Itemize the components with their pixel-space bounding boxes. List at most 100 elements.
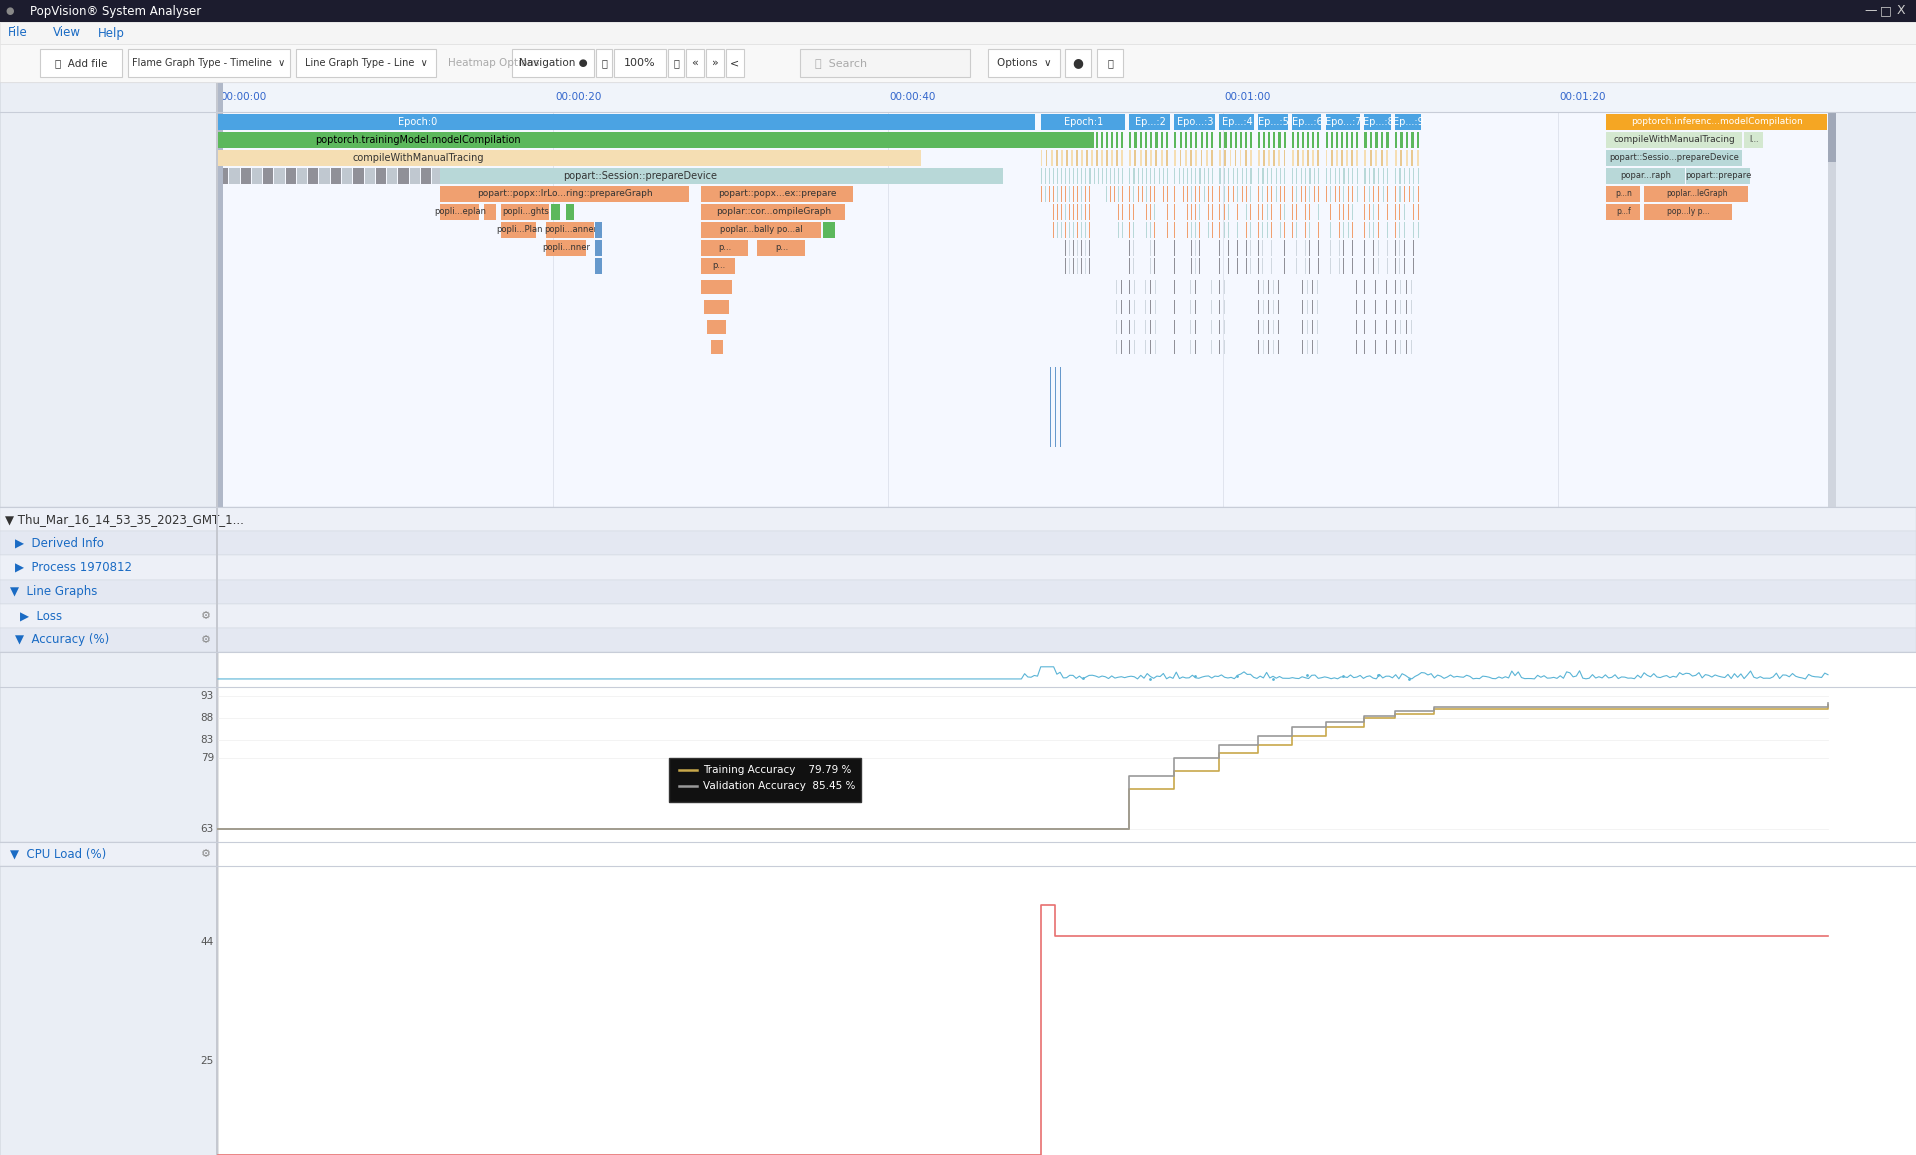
Bar <box>1364 150 1366 166</box>
Bar <box>1259 114 1288 131</box>
Bar <box>1828 82 1916 1155</box>
Text: p...: p... <box>774 244 787 253</box>
Bar <box>1278 132 1280 148</box>
Text: <: < <box>730 58 740 68</box>
Text: 83: 83 <box>201 735 215 745</box>
Bar <box>274 167 285 184</box>
Bar <box>1606 204 1640 219</box>
Bar <box>1077 132 1079 148</box>
Bar <box>1385 150 1389 166</box>
Bar <box>387 167 397 184</box>
Bar <box>218 150 920 166</box>
Bar <box>1040 114 1125 131</box>
Text: View: View <box>54 27 80 39</box>
Text: Ep...:9: Ep...:9 <box>1393 117 1424 127</box>
Text: 79: 79 <box>201 753 215 762</box>
Text: PopVision® System Analyser: PopVision® System Analyser <box>31 5 201 17</box>
Bar <box>1644 186 1747 202</box>
Text: pop...ly p...: pop...ly p... <box>1667 208 1711 216</box>
Text: Training Accuracy    79.79 %: Training Accuracy 79.79 % <box>703 765 851 775</box>
Bar <box>512 49 594 77</box>
Text: 00:00:20: 00:00:20 <box>556 92 602 102</box>
Text: X: X <box>1897 5 1905 17</box>
Bar <box>40 49 123 77</box>
Bar <box>1326 114 1360 131</box>
Bar <box>1219 114 1253 131</box>
Bar <box>1234 132 1236 148</box>
Bar <box>1180 132 1182 148</box>
Bar <box>1416 150 1420 166</box>
Text: ●: ● <box>1073 57 1083 69</box>
Text: File: File <box>8 27 27 39</box>
Bar <box>1175 132 1176 148</box>
Bar <box>1291 114 1322 131</box>
Bar <box>726 49 743 77</box>
Bar <box>1406 132 1408 148</box>
Bar <box>441 167 1002 184</box>
Bar <box>1606 132 1742 148</box>
Bar <box>669 49 684 77</box>
Text: Ep...:6: Ep...:6 <box>1291 117 1322 127</box>
Bar <box>824 222 835 238</box>
Bar <box>1312 132 1314 148</box>
Bar <box>241 167 251 184</box>
Bar <box>1401 150 1403 166</box>
Bar <box>1828 112 1836 162</box>
Text: p...f: p...f <box>1617 208 1631 216</box>
Bar <box>1061 132 1063 148</box>
Text: ⚙: ⚙ <box>201 611 211 620</box>
Bar <box>1828 112 1836 507</box>
Text: popart::popx...ex::prepare: popart::popx...ex::prepare <box>718 189 837 199</box>
Text: ▶  Process 1970812: ▶ Process 1970812 <box>15 561 132 574</box>
Text: l...: l... <box>1749 135 1759 144</box>
Text: Ep...:4: Ep...:4 <box>1222 117 1253 127</box>
Text: 00:01:20: 00:01:20 <box>1560 92 1606 102</box>
Bar <box>308 167 318 184</box>
Text: popli...anner: popli...anner <box>544 225 598 234</box>
Text: Navigation ●: Navigation ● <box>519 58 588 68</box>
Bar <box>0 842 1916 866</box>
Bar <box>1121 132 1123 148</box>
Text: poplar::cor...ompileGraph: poplar::cor...ompileGraph <box>717 208 832 216</box>
Bar <box>320 167 330 184</box>
Bar <box>285 167 295 184</box>
Bar <box>230 167 240 184</box>
Bar <box>1385 132 1389 148</box>
Bar <box>1129 132 1132 148</box>
Bar <box>1106 132 1107 148</box>
Bar <box>1345 132 1349 148</box>
Bar <box>1364 114 1391 131</box>
Bar <box>218 112 1828 507</box>
Bar <box>1606 186 1640 202</box>
Bar <box>701 222 820 238</box>
Bar <box>0 604 1916 628</box>
Bar <box>1150 132 1152 148</box>
Bar <box>1274 132 1276 148</box>
Bar <box>701 258 736 274</box>
Bar <box>1364 132 1366 148</box>
Bar <box>262 167 274 184</box>
Bar <box>218 842 1916 1155</box>
Bar <box>399 167 408 184</box>
Bar <box>711 340 722 353</box>
Text: popart::Session::prepareDevice: popart::Session::prepareDevice <box>563 171 717 181</box>
Bar <box>218 653 1916 687</box>
Text: ▶  Loss: ▶ Loss <box>19 609 61 623</box>
Bar <box>669 758 860 802</box>
Bar <box>1146 132 1148 148</box>
Text: 🔍  Search: 🔍 Search <box>814 58 868 68</box>
Bar <box>1129 114 1171 131</box>
Bar <box>410 167 420 184</box>
Bar <box>801 49 969 77</box>
Bar <box>1230 132 1232 148</box>
Bar <box>1090 132 1092 148</box>
Bar <box>218 82 222 507</box>
Bar <box>701 204 845 219</box>
Text: p...: p... <box>713 261 726 270</box>
Bar <box>1335 132 1337 148</box>
Bar <box>1268 132 1270 148</box>
Bar <box>1291 132 1293 148</box>
Text: popli...eplan: popli...eplan <box>435 208 487 216</box>
Bar <box>218 167 228 184</box>
Bar <box>701 280 732 295</box>
